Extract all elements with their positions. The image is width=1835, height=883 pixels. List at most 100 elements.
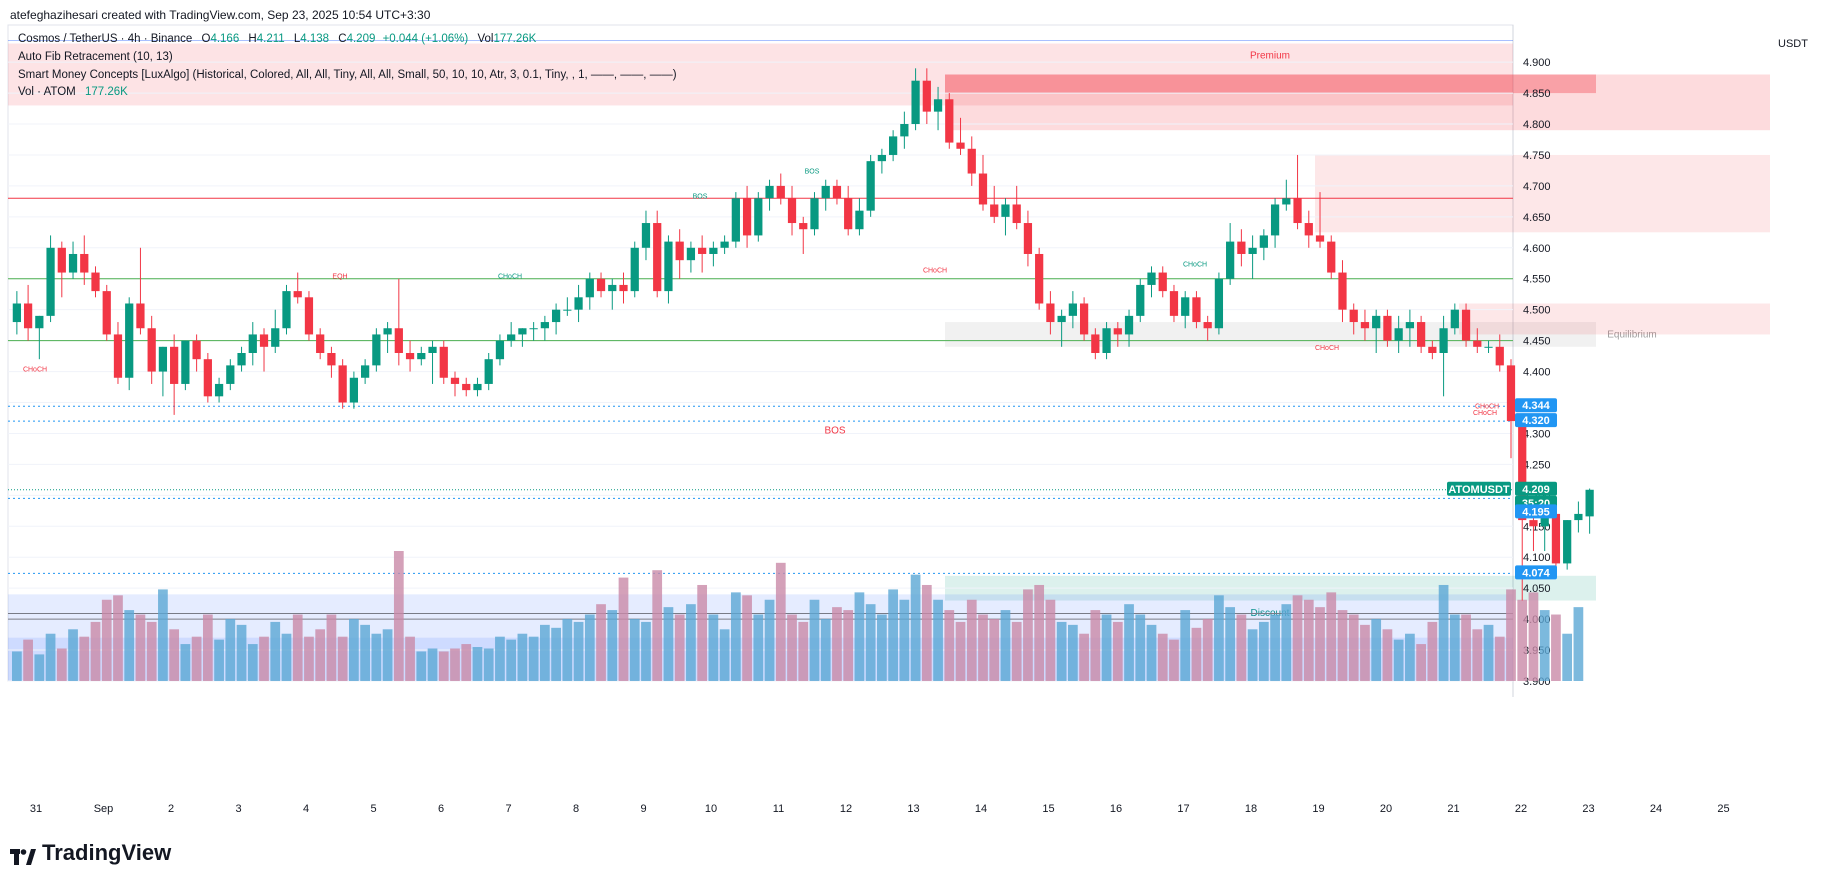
y-tick-label: 4.300 [1523,428,1551,440]
price-label-text: 4.209 [1522,484,1550,496]
x-tick-label: 6 [438,803,444,815]
x-tick-label: 21 [1447,803,1459,815]
candle-body [1046,303,1055,323]
price-label-text: 4.195 [1522,506,1550,518]
volume-bar [540,624,550,681]
indicator-volume[interactable]: Vol · ATOM 177.26K [18,86,128,98]
volume-bar [910,574,921,681]
structure-label: CHoCH [1473,410,1497,417]
volume-bar [629,618,640,681]
x-tick-label: 31 [30,803,42,815]
candle-body [136,303,145,329]
x-tick-label: 11 [773,803,784,815]
candle-body [158,346,168,372]
x-tick-label: 19 [1312,803,1324,815]
volume-bar [888,589,898,681]
candle-body [327,353,336,366]
x-tick-label: 24 [1650,803,1662,815]
low-value: 4.138 [300,33,330,45]
candle-body [1529,520,1538,527]
volume-bar [236,624,247,681]
volume-bar [427,648,438,681]
structure-label: BOS [824,425,845,436]
volume-bar [1270,614,1280,681]
candle-body [495,340,505,360]
candle-body [1360,322,1370,329]
volume-bar [753,614,764,681]
volume-bar [1438,584,1449,681]
volume-bar [158,589,168,681]
candle-body [383,328,392,335]
volume-bar [820,618,831,681]
candle-body [1102,328,1111,353]
volume-bar [978,614,988,681]
candle-body [844,198,853,230]
candle-body [1417,322,1426,347]
volume-bar [247,644,258,681]
x-tick-label: 18 [1245,803,1257,815]
volume-bar [1090,610,1101,681]
candle-body [855,210,864,230]
price-unit[interactable]: USDT [1778,38,1808,50]
y-tick-label: 4.100 [1523,552,1551,564]
volume-bar [1315,607,1325,681]
candle-body [1495,346,1504,366]
volume-bar [1191,627,1202,681]
volume-bar [1135,614,1146,681]
volume-bar [1348,614,1359,681]
candle-body [754,198,763,236]
tradingview-brand[interactable]: TradingView [10,840,171,866]
candle-body [1181,297,1190,316]
indicator-fib[interactable]: Auto Fib Retracement (10, 13) [18,51,173,63]
candle-body [686,247,696,261]
volume-bar [1360,624,1370,681]
open-label: O [201,33,211,45]
candle-body [1282,198,1291,205]
volume-bar [1517,599,1528,681]
price-label-tag [1515,565,1557,580]
candle-body [529,328,538,330]
price-label-tag [1515,504,1557,519]
volume-bar [438,651,449,681]
volume-bar [584,614,595,681]
volume-bar [742,595,752,681]
structure-label: CHoCH [1183,261,1207,268]
price-label-tag [1447,481,1511,496]
volume-bar [1023,589,1033,681]
volume-bar [809,599,820,681]
volume-bar [461,644,472,681]
volume-bar [618,577,629,681]
candle-body [394,328,403,353]
candle-body [1057,315,1066,323]
candle-body [821,185,830,199]
y-tick-label: 4.850 [1523,88,1551,100]
x-tick-label: 13 [907,803,919,815]
volume-bar [1079,633,1089,681]
volume-bar [360,624,370,681]
indicator-smc[interactable]: Smart Money Concepts [LuxAlgo] (Historic… [18,69,677,81]
structure-label: CHoCH [498,274,522,281]
volume-bar [1214,595,1224,681]
volume-bar [730,592,741,681]
volume-bar [1506,589,1516,681]
vol-label: Vol [477,33,494,45]
volume-bar [1281,604,1292,681]
zone-premium [8,43,1513,106]
candle-body [900,124,909,137]
candle-body [1304,223,1313,236]
volume-bar [1247,629,1258,681]
candle-body [147,328,156,372]
candle-body [125,303,134,378]
candle-body [1473,340,1482,347]
price-label-tag [1515,481,1557,496]
x-tick-label: 22 [1515,803,1527,815]
volume-bar [34,654,45,681]
price-label-tag [1515,413,1557,428]
candle-body [439,346,448,378]
candle-body [585,278,594,298]
volume-bar [562,618,573,681]
y-tick-label: 4.800 [1523,119,1551,131]
volume-bar [1180,610,1191,681]
candle-body [57,247,66,273]
